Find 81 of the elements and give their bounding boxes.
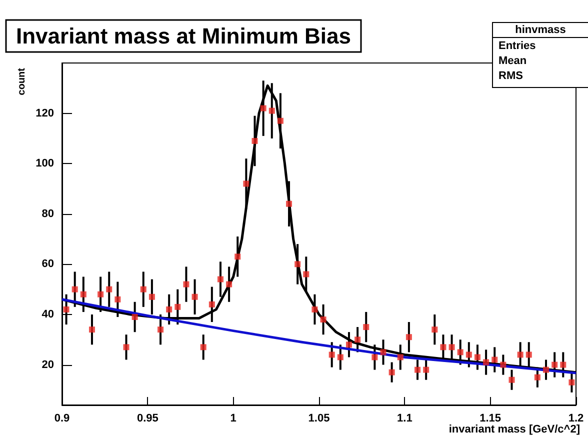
y-axis-title: count <box>16 67 28 96</box>
point <box>183 281 190 288</box>
text: Entries <box>498 40 536 52</box>
point <box>448 344 455 350</box>
point <box>354 336 361 343</box>
y-tick-label: 20 <box>42 358 54 371</box>
point <box>440 344 446 350</box>
point <box>432 326 438 333</box>
point <box>414 366 421 373</box>
point <box>140 286 146 292</box>
point <box>148 294 155 300</box>
point <box>500 362 506 368</box>
point <box>252 138 258 144</box>
point <box>492 356 498 363</box>
point <box>200 344 206 350</box>
point <box>158 326 164 333</box>
point <box>303 271 310 278</box>
annotation: RMS <box>498 70 523 82</box>
x-axis-title: invariant mass [GeV/c^2] <box>448 424 580 436</box>
text: hinvmass <box>515 24 566 36</box>
point <box>114 296 121 302</box>
x-tick-label: 0.9 <box>54 412 70 424</box>
point <box>526 352 532 358</box>
point <box>560 362 566 368</box>
point <box>106 286 112 292</box>
point <box>234 254 241 260</box>
point <box>483 359 490 366</box>
point <box>294 261 301 268</box>
point <box>474 354 480 360</box>
point <box>543 366 550 373</box>
annotation: Mean <box>498 55 527 67</box>
point <box>80 291 86 298</box>
point <box>174 304 181 310</box>
point <box>568 379 575 386</box>
point <box>166 306 172 312</box>
x-tick-label: 1.15 <box>480 412 502 424</box>
point <box>517 352 524 358</box>
point <box>226 281 232 288</box>
y-tick-label: 40 <box>42 308 54 320</box>
point <box>337 354 344 360</box>
point <box>363 324 370 330</box>
point <box>286 200 292 207</box>
point <box>260 105 266 112</box>
chart-title: Invariant mass at Minimum Bias <box>16 24 351 48</box>
point <box>406 334 412 340</box>
point <box>320 316 326 322</box>
point <box>328 352 335 358</box>
x-tick-label: 1 <box>230 412 236 424</box>
y-tick-label: 100 <box>36 158 54 170</box>
x-tick-label: 0.95 <box>136 412 158 424</box>
line-series <box>60 298 578 374</box>
point <box>346 342 352 348</box>
point <box>217 276 224 282</box>
y-tick-label: 60 <box>42 258 54 270</box>
point <box>277 118 284 124</box>
point <box>552 362 558 368</box>
point <box>208 301 215 308</box>
point <box>132 314 138 320</box>
point <box>466 352 472 358</box>
point <box>534 374 540 380</box>
x-tick-label: 1.1 <box>397 412 412 424</box>
x-tick-label: 1.2 <box>568 412 584 424</box>
y-tick-label: 80 <box>42 208 54 220</box>
point <box>388 369 395 376</box>
point <box>457 349 464 356</box>
point <box>243 180 250 187</box>
point <box>98 291 104 298</box>
point <box>88 326 95 333</box>
point <box>508 376 515 383</box>
x-tick-label: 1.05 <box>308 412 330 424</box>
point <box>123 344 130 350</box>
point <box>397 354 404 360</box>
point <box>372 354 378 360</box>
point <box>72 286 78 292</box>
point <box>268 108 275 114</box>
point <box>63 306 70 312</box>
y-tick-label: 120 <box>36 107 54 120</box>
point <box>423 366 430 373</box>
point <box>312 306 318 312</box>
point <box>192 294 198 300</box>
point <box>380 349 386 356</box>
